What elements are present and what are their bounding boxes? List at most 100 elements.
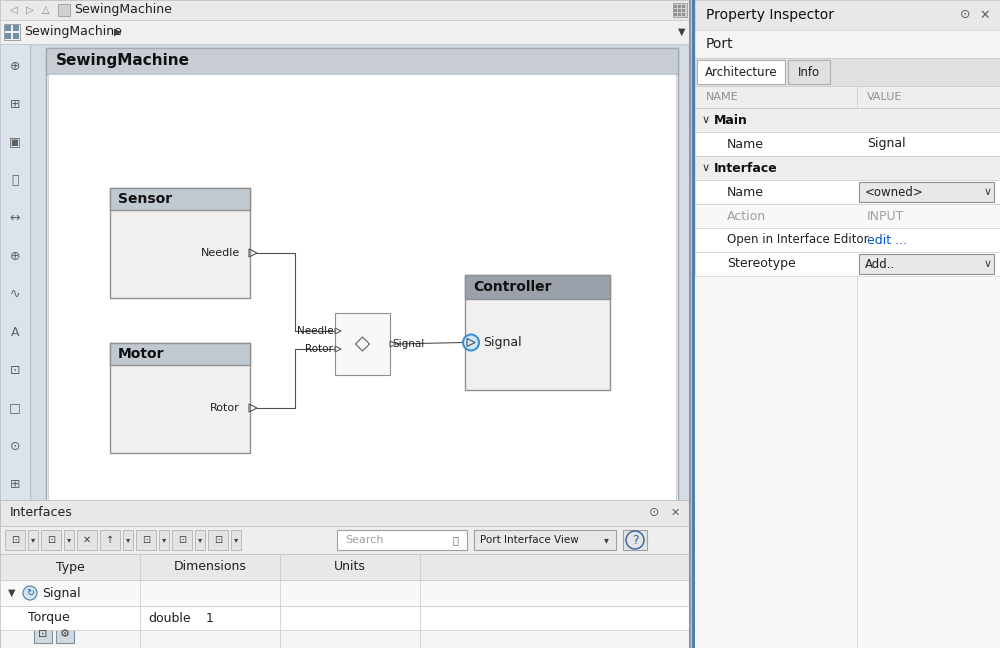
Text: Signal: Signal bbox=[867, 137, 906, 150]
Text: Sensor: Sensor bbox=[118, 192, 172, 206]
Text: NAME: NAME bbox=[706, 92, 739, 102]
Bar bbox=[48, 74, 676, 596]
Text: Info: Info bbox=[798, 65, 820, 78]
Bar bbox=[673, 3, 687, 17]
Text: Search: Search bbox=[345, 535, 384, 545]
Text: ⊙: ⊙ bbox=[960, 8, 970, 21]
Bar bbox=[100, 530, 120, 550]
Text: Controller: Controller bbox=[473, 280, 552, 294]
Text: △: △ bbox=[42, 5, 50, 15]
Text: Name: Name bbox=[727, 137, 764, 150]
Bar bbox=[0, 0, 690, 20]
Text: Signal: Signal bbox=[392, 339, 424, 349]
Text: ∨: ∨ bbox=[702, 163, 710, 173]
Bar bbox=[678, 13, 681, 16]
Bar bbox=[695, 252, 1000, 276]
Text: Architecture: Architecture bbox=[705, 65, 777, 78]
Text: INPUT: INPUT bbox=[867, 209, 904, 222]
Bar bbox=[0, 44, 30, 620]
Circle shape bbox=[463, 334, 479, 351]
Text: ▼: ▼ bbox=[8, 588, 16, 598]
Bar bbox=[46, 48, 678, 598]
Text: ▼: ▼ bbox=[678, 27, 686, 37]
Text: Name: Name bbox=[727, 185, 764, 198]
Text: Add..: Add.. bbox=[865, 257, 895, 270]
Bar bbox=[859, 182, 994, 202]
Circle shape bbox=[23, 586, 37, 600]
Text: ▾: ▾ bbox=[198, 535, 202, 544]
Bar bbox=[0, 500, 690, 526]
Text: □: □ bbox=[9, 402, 21, 415]
Bar bbox=[5, 33, 11, 39]
Bar bbox=[695, 108, 1000, 132]
Text: ↑: ↑ bbox=[106, 535, 114, 545]
Bar bbox=[0, 620, 690, 648]
Bar bbox=[695, 86, 1000, 108]
Text: ▣: ▣ bbox=[9, 135, 21, 148]
Bar bbox=[695, 0, 1000, 30]
Text: Property Inspector: Property Inspector bbox=[706, 8, 834, 22]
Bar bbox=[195, 530, 205, 550]
Bar bbox=[13, 25, 19, 31]
Text: Needle: Needle bbox=[296, 326, 333, 336]
Text: ↔: ↔ bbox=[10, 211, 20, 224]
Text: Units: Units bbox=[334, 561, 366, 573]
Bar bbox=[5, 25, 11, 31]
Text: ◁: ◁ bbox=[10, 5, 18, 15]
Bar bbox=[695, 156, 1000, 180]
Text: ⊙: ⊙ bbox=[10, 439, 20, 452]
Bar bbox=[231, 530, 241, 550]
Bar bbox=[56, 625, 74, 643]
Text: Interfaces: Interfaces bbox=[10, 507, 73, 520]
Text: ⊡: ⊡ bbox=[178, 535, 186, 545]
Bar bbox=[0, 500, 690, 648]
Bar bbox=[335, 313, 390, 375]
Text: VALUE: VALUE bbox=[867, 92, 902, 102]
Bar bbox=[5, 530, 25, 550]
Bar bbox=[0, 20, 690, 44]
Bar bbox=[0, 580, 690, 606]
Text: ⊕: ⊕ bbox=[10, 60, 20, 73]
Text: ⊙: ⊙ bbox=[649, 507, 659, 520]
Text: ▷: ▷ bbox=[26, 5, 34, 15]
Bar bbox=[110, 343, 250, 365]
Text: ⊕: ⊕ bbox=[10, 249, 20, 262]
Text: Torque: Torque bbox=[28, 612, 70, 625]
Text: Signal: Signal bbox=[483, 336, 522, 349]
Bar bbox=[30, 44, 690, 620]
Text: ↻: ↻ bbox=[26, 588, 34, 598]
Text: ∨: ∨ bbox=[984, 187, 992, 197]
Text: ▾: ▾ bbox=[604, 535, 608, 545]
Text: Motor: Motor bbox=[118, 347, 164, 361]
Text: ⚙: ⚙ bbox=[60, 629, 70, 639]
Text: ✕: ✕ bbox=[83, 535, 91, 545]
Bar bbox=[0, 526, 690, 554]
Text: A: A bbox=[11, 325, 19, 338]
Bar bbox=[77, 530, 97, 550]
Bar bbox=[623, 530, 647, 550]
Bar bbox=[46, 48, 678, 74]
Text: Signal: Signal bbox=[42, 586, 81, 599]
Text: ⊞: ⊞ bbox=[10, 478, 20, 491]
Bar bbox=[682, 5, 685, 8]
Bar bbox=[674, 9, 677, 12]
Bar bbox=[136, 530, 156, 550]
Text: SewingMachine: SewingMachine bbox=[24, 25, 122, 38]
Bar bbox=[123, 530, 133, 550]
Bar bbox=[337, 530, 467, 550]
Text: 1: 1 bbox=[206, 612, 214, 625]
Text: ∨: ∨ bbox=[702, 115, 710, 125]
Bar bbox=[0, 554, 690, 580]
Text: ✕: ✕ bbox=[670, 508, 680, 518]
Text: ▾: ▾ bbox=[31, 535, 35, 544]
Text: SewingMachine: SewingMachine bbox=[74, 3, 172, 16]
Text: Interface: Interface bbox=[714, 161, 778, 174]
Bar bbox=[465, 275, 610, 390]
Bar bbox=[695, 204, 1000, 228]
Bar bbox=[695, 132, 1000, 156]
Bar bbox=[110, 343, 250, 453]
Bar bbox=[172, 530, 192, 550]
Text: ⊡: ⊡ bbox=[11, 535, 19, 545]
Bar bbox=[28, 530, 38, 550]
Bar bbox=[695, 276, 1000, 648]
